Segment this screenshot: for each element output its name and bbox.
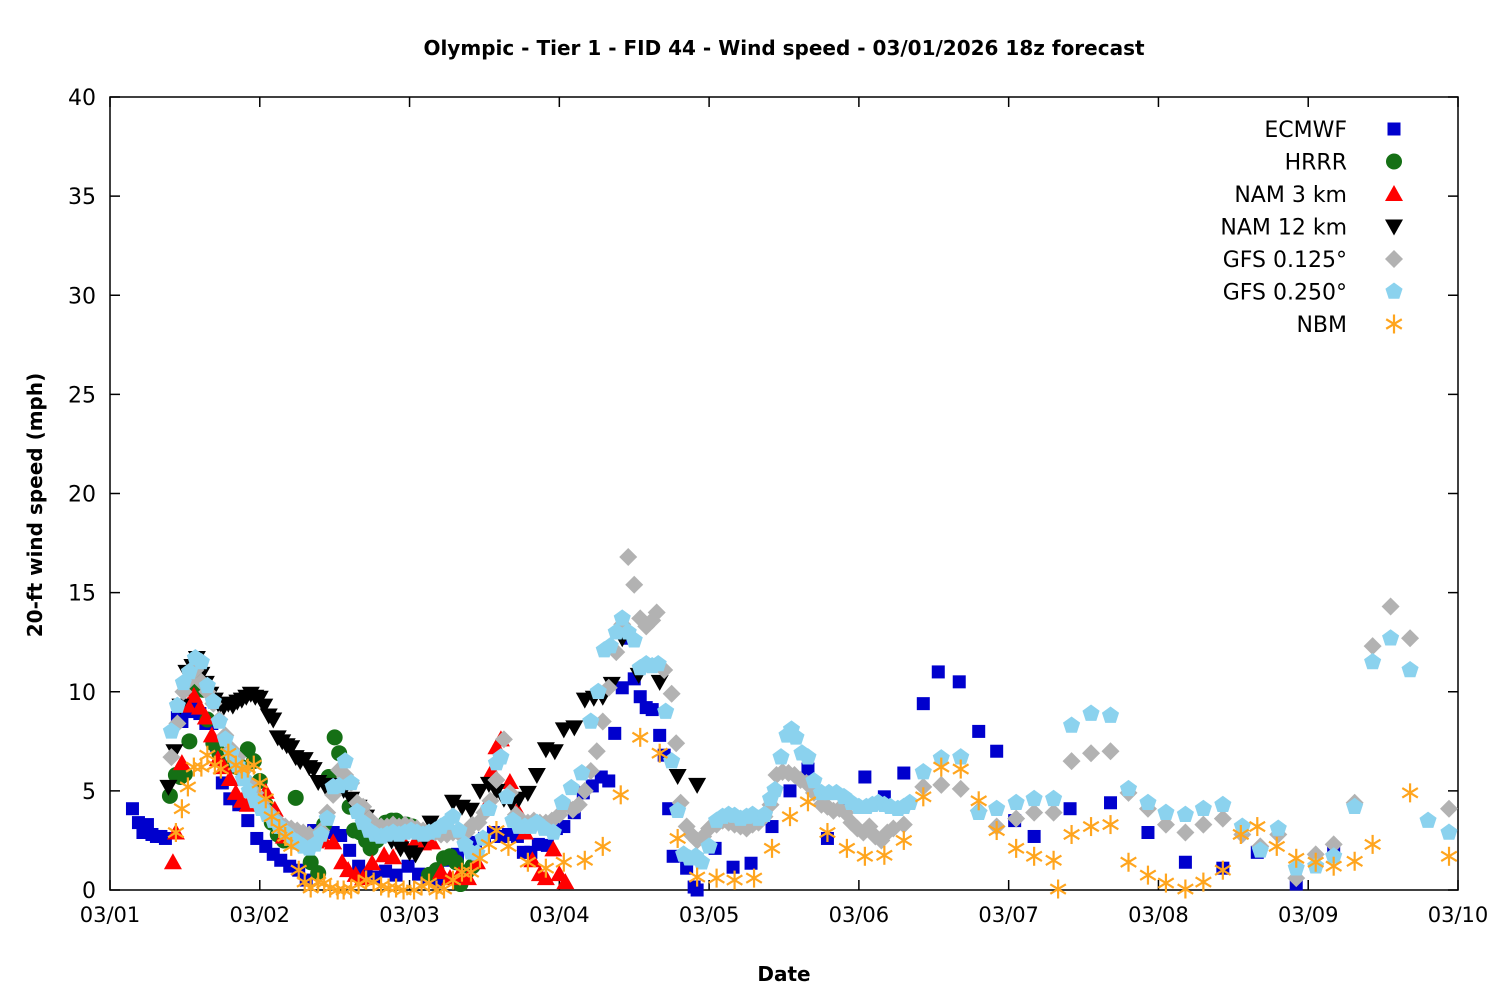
legend-marker-square-icon [1387, 122, 1401, 136]
series-points-nbm [167, 727, 1458, 900]
legend-label-nbm: NBM [1296, 313, 1347, 338]
legend-label-hrrr: HRRR [1285, 151, 1347, 176]
legend-label-nam-12-km: NAM 12 km [1220, 216, 1347, 241]
legend: ECMWF HRRR NAM 3 km NAM 12 km GFS 0.125° GFS … [1220, 118, 1403, 338]
x-tick-label: 03/04 [529, 903, 590, 927]
x-tick-label: 03/08 [1128, 903, 1189, 927]
y-tick-label: 5 [82, 780, 96, 805]
x-tick-label: 03/09 [1278, 903, 1339, 927]
y-tick-label: 40 [68, 86, 96, 111]
x-axis-label: Date [757, 962, 811, 986]
legend-label-ecmwf: ECMWF [1264, 118, 1347, 143]
legend-marker-triangle-up-icon [1385, 185, 1403, 201]
x-tick-label: 03/01 [80, 903, 141, 927]
y-tick-label: 25 [68, 383, 96, 408]
y-tick-label: 35 [68, 185, 96, 210]
legend-marker-asterisk-icon [1385, 314, 1403, 334]
chart-title: Olympic - Tier 1 - FID 44 - Wind speed -… [423, 36, 1145, 60]
y-tick-label: 0 [82, 879, 96, 904]
axis-ticks: 03/01 03/02 03/03 03/04 03/05 03/06 03/07 03/08… [68, 86, 1488, 927]
legend-label-gfs-0-125-: GFS 0.125° [1223, 248, 1347, 273]
legend-marker-diamond-icon [1385, 250, 1403, 268]
x-tick-label: 03/05 [679, 903, 740, 927]
x-tick-label: 03/03 [379, 903, 440, 927]
x-tick-label: 03/06 [829, 903, 890, 927]
legend-label-nam-3-km: NAM 3 km [1234, 183, 1347, 208]
y-tick-label: 20 [68, 483, 96, 508]
series-points-gfs-0-250- [162, 609, 1458, 876]
x-tick-label: 03/02 [230, 903, 291, 927]
legend-label-gfs-0-250-: GFS 0.250° [1223, 281, 1347, 306]
x-tick-label: 03/07 [978, 903, 1039, 927]
legend-marker-circle-icon [1386, 153, 1402, 170]
x-tick-label: 03/10 [1428, 903, 1489, 927]
legend-marker-pentagon-icon [1385, 282, 1403, 299]
legend-marker-triangle-down-icon [1385, 219, 1403, 236]
y-tick-label: 30 [68, 284, 96, 309]
y-tick-label: 15 [68, 582, 96, 607]
y-tick-label: 10 [68, 681, 96, 706]
